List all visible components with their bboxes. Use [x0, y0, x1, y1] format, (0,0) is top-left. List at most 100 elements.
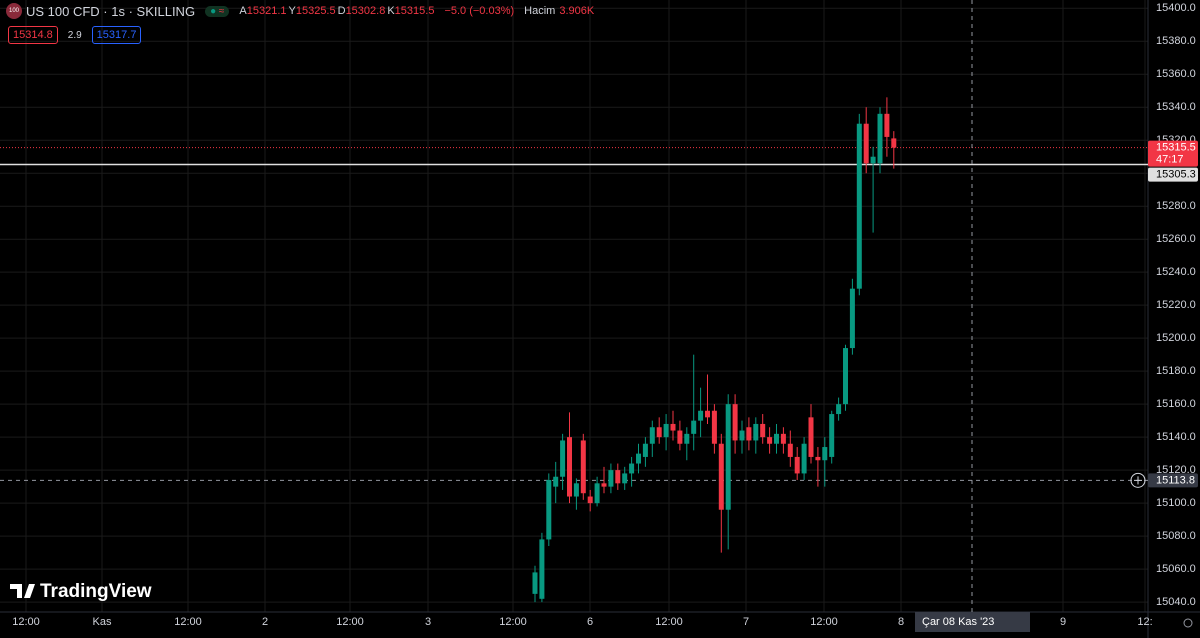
y-tick-label: 15040.0	[1156, 596, 1196, 608]
y-tick-label: 15340.0	[1156, 101, 1196, 113]
settings-icon[interactable]	[1183, 618, 1193, 628]
candle-body	[670, 423, 676, 431]
brand: TradingView	[40, 581, 152, 602]
y-tick-label: 15100.0	[1156, 497, 1196, 509]
ohlc-value: 15302.8	[345, 5, 386, 17]
ohlc-key: K	[387, 5, 395, 17]
candle-body	[594, 483, 600, 504]
candle-body	[849, 288, 855, 349]
y-tick-label: 15080.0	[1156, 530, 1196, 542]
candle-body	[794, 456, 800, 474]
candle-body	[815, 456, 821, 461]
status: ● ≈	[205, 5, 230, 17]
candle-body	[553, 476, 559, 487]
x-tick-label: 12:00	[499, 616, 527, 628]
candle-body	[629, 463, 635, 474]
candle-body	[567, 437, 572, 497]
candle-body	[767, 437, 773, 444]
x-tick-label: 12:00	[336, 616, 364, 628]
symbol-badge: 100	[6, 3, 22, 19]
candle-body	[608, 470, 614, 487]
x-tick-label: 3	[425, 616, 431, 628]
candle-body	[601, 483, 607, 487]
price-line-label: 15305.3	[1156, 169, 1196, 181]
candle-body	[649, 427, 655, 444]
price-axis-bg	[1148, 0, 1200, 638]
y-tick-label: 15140.0	[1156, 431, 1196, 443]
spread: 2.9	[67, 29, 82, 41]
x-tick-label: 12:00	[655, 616, 683, 628]
y-tick-label: 15400.0	[1156, 2, 1196, 14]
candle-body	[843, 348, 848, 405]
candle-body	[822, 447, 828, 461]
brand-logo	[10, 584, 35, 598]
candle-body	[753, 423, 759, 441]
last-price-label: 15315.5	[1156, 142, 1196, 154]
ohlc-legend: A 15321.1 Y 15325.5 D 15302.8 K 15315.5	[239, 5, 436, 17]
crosshair-price-label: 15113.8	[1156, 474, 1195, 486]
quote: 15314.8 2.9 15317.7	[8, 26, 142, 44]
x-tick-label: 12:00	[810, 616, 838, 628]
crosshair-time-tag	[915, 612, 1030, 632]
candle-body	[546, 480, 552, 540]
y-tick-label: 15240.0	[1156, 266, 1196, 278]
add-button[interactable]	[1130, 472, 1146, 488]
candle-body	[891, 138, 897, 148]
bid[interactable]: 15314.8	[8, 26, 58, 44]
y-tick-label: 15380.0	[1156, 35, 1196, 47]
candle-body	[691, 420, 697, 434]
candle-body	[725, 404, 731, 510]
x-tick-label: 12:00	[12, 616, 40, 628]
candle-body	[801, 443, 807, 474]
y-tick-label: 15200.0	[1156, 332, 1196, 344]
candle-body	[718, 443, 724, 510]
crosshair-price-tag	[1148, 473, 1198, 488]
y-tick-label: 15220.0	[1156, 299, 1196, 311]
candle-body	[663, 423, 669, 438]
candle-body	[877, 113, 883, 164]
symbol-title[interactable]: US 100 CFD · 1s · SKILLING	[26, 3, 196, 19]
add-icon	[1134, 476, 1142, 485]
y-tick-label: 15120.0	[1156, 464, 1196, 476]
candle-body	[760, 423, 766, 438]
candle-body	[711, 410, 717, 444]
candle-body	[787, 443, 793, 457]
candle-body	[739, 430, 745, 441]
candle-body	[587, 496, 593, 504]
ohlc-value: 15315.5	[394, 5, 435, 17]
candle-body	[698, 410, 704, 421]
candle-body	[580, 440, 586, 494]
ohlc-value: 15325.5	[295, 5, 336, 17]
candle-body	[863, 123, 869, 164]
y-tick-label: 15280.0	[1156, 200, 1196, 212]
candle-body	[780, 433, 786, 444]
volume-label: Hacim	[524, 5, 556, 17]
ohlc-key: D	[337, 5, 346, 17]
candle-body	[684, 433, 690, 444]
y-tick-label: 15180.0	[1156, 365, 1196, 377]
ask[interactable]: 15317.7	[91, 26, 142, 44]
x-tick-label: 8	[898, 616, 904, 628]
candle-body	[532, 572, 538, 594]
candle-body	[774, 433, 779, 444]
candle-body	[656, 427, 662, 438]
candle-body	[560, 440, 566, 477]
x-tick-label: Kas	[93, 616, 112, 628]
candle-body	[732, 404, 738, 441]
x-tick-label: 12:00	[174, 616, 202, 628]
candle-body	[829, 414, 835, 457]
last-price-tag	[1148, 140, 1198, 167]
change: −5.0 (−0.03%)	[444, 5, 515, 17]
ohlc-value: 15321.1	[246, 5, 287, 17]
candle-body	[642, 443, 648, 457]
candle-body	[808, 417, 814, 457]
x-tick-label: 12:	[1137, 616, 1152, 628]
candle-body	[836, 404, 842, 415]
y-tick-label: 15360.0	[1156, 68, 1196, 80]
candle-body	[539, 539, 545, 599]
crosshair-time-label: Çar 08 Kas '23	[922, 616, 994, 628]
x-tick-label: 7	[743, 616, 749, 628]
header: 100 US 100 CFD · 1s · SKILLING ● ≈ A 1532…	[6, 3, 596, 19]
